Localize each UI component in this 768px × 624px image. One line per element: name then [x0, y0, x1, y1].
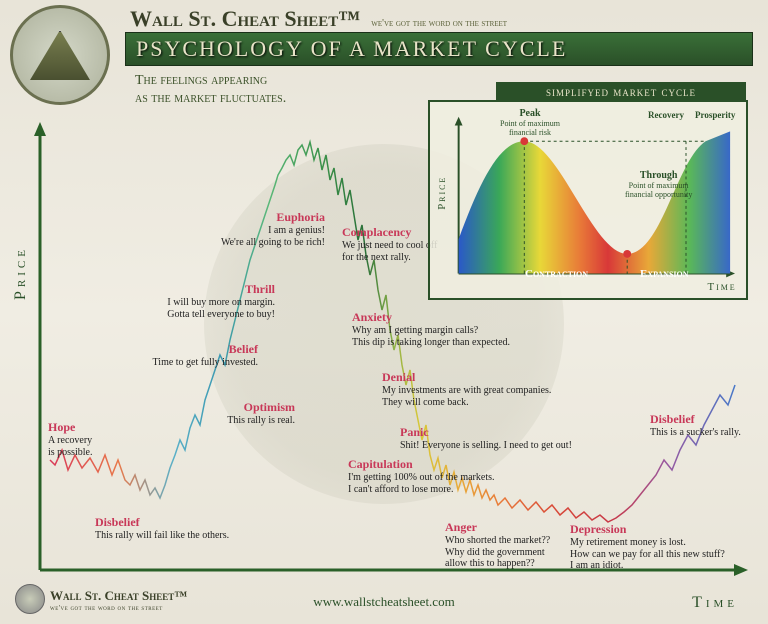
stage-hope: HopeA recovery is possible.: [48, 420, 92, 458]
inset-wave: [459, 131, 730, 273]
stage-thrill: ThrillI will buy more on margin. Gotta t…: [115, 282, 275, 320]
stage-name: Anxiety: [352, 310, 510, 325]
stage-disbelief: DisbeliefThis rally will fail like the o…: [95, 515, 229, 542]
logo-seal: [10, 5, 110, 105]
stage-belief: BeliefTime to get fully invested.: [98, 342, 258, 369]
inset-chart: simplifyed market cycle Price Time Peak …: [428, 100, 748, 300]
stage-capitulation: CapitulationI'm getting 100% out of the …: [348, 457, 495, 495]
stage-name: Disbelief: [650, 412, 741, 427]
stage-desc: Who shorted the market?? Why did the gov…: [445, 535, 550, 570]
stage-name: Depression: [570, 522, 725, 537]
stage-name: Belief: [98, 342, 258, 357]
stage-name: Disbelief: [95, 515, 229, 530]
stage-name: Panic: [400, 425, 572, 440]
brand-title: Wall St. Cheat Sheet™ we've got the word…: [130, 6, 507, 32]
stage-name: Denial: [382, 370, 551, 385]
stage-desc: Why am I getting margin calls? This dip …: [352, 325, 510, 348]
stage-name: Complacency: [342, 225, 437, 240]
stage-name: Optimism: [135, 400, 295, 415]
inset-recovery: Recovery: [648, 110, 684, 120]
inset-prosperity: Prosperity: [695, 110, 735, 120]
title-banner: PSYCHOLOGY OF A MARKET CYCLE: [125, 32, 753, 66]
trademark: ™: [338, 6, 360, 31]
stage-complacency: ComplacencyWe just need to cool off for …: [342, 225, 437, 263]
stage-name: Euphoria: [165, 210, 325, 225]
logo-eye-icon: [52, 22, 68, 32]
svg-text:Price: Price: [436, 176, 448, 210]
stage-depression: DepressionMy retirement money is lost. H…: [570, 522, 725, 572]
stage-denial: DenialMy investments are with great comp…: [382, 370, 551, 408]
stage-desc: I'm getting 100% out of the markets. I c…: [348, 472, 495, 495]
stage-optimism: OptimismThis rally is real.: [135, 400, 295, 427]
inset-expansion: Expansion: [640, 268, 689, 280]
stage-desc: I am a genius! We're all going to be ric…: [165, 225, 325, 248]
stage-desc: This rally will fail like the others.: [95, 530, 229, 542]
stage-desc: This rally is real.: [135, 415, 295, 427]
inset-trough-label: Through Point of maximum financial oppor…: [625, 170, 692, 199]
stage-panic: PanicShit! Everyone is selling. I need t…: [400, 425, 572, 452]
stage-desc: Time to get fully invested.: [98, 357, 258, 369]
stage-desc: I will buy more on margin. Gotta tell ev…: [115, 297, 275, 320]
inset-peak-label: Peak Point of maximum financial risk: [500, 108, 560, 137]
svg-text:Time: Time: [708, 281, 737, 293]
stage-desc: Shit! Everyone is selling. I need to get…: [400, 440, 572, 452]
stage-name: Anger: [445, 520, 550, 535]
logo-pyramid-icon: [30, 30, 90, 80]
banner-text: PSYCHOLOGY OF A MARKET CYCLE: [136, 36, 567, 62]
stage-desc: We just need to cool off for the next ra…: [342, 240, 437, 263]
stage-name: Thrill: [115, 282, 275, 297]
stage-desc: My investments are with great companies.…: [382, 385, 551, 408]
stage-name: Hope: [48, 420, 92, 435]
stage-desc: This is a sucker's rally.: [650, 427, 741, 439]
stage-name: Capitulation: [348, 457, 495, 472]
header: Wall St. Cheat Sheet™ we've got the word…: [0, 0, 768, 80]
brand-tagline: we've got the word on the street: [371, 18, 507, 29]
stage-euphoria: EuphoriaI am a genius! We're all going t…: [165, 210, 325, 248]
stage-anger: AngerWho shorted the market?? Why did th…: [445, 520, 550, 570]
inset-contraction: Contraction: [525, 268, 588, 280]
stage-anxiety: AnxietyWhy am I getting margin calls? Th…: [352, 310, 510, 348]
brand-name: Wall St. Cheat Sheet: [130, 6, 338, 31]
inset-title: simplifyed market cycle: [496, 82, 746, 102]
stage-desc: A recovery is possible.: [48, 435, 92, 458]
stage-disbelief: DisbeliefThis is a sucker's rally.: [650, 412, 741, 439]
stage-desc: My retirement money is lost. How can we …: [570, 537, 725, 572]
